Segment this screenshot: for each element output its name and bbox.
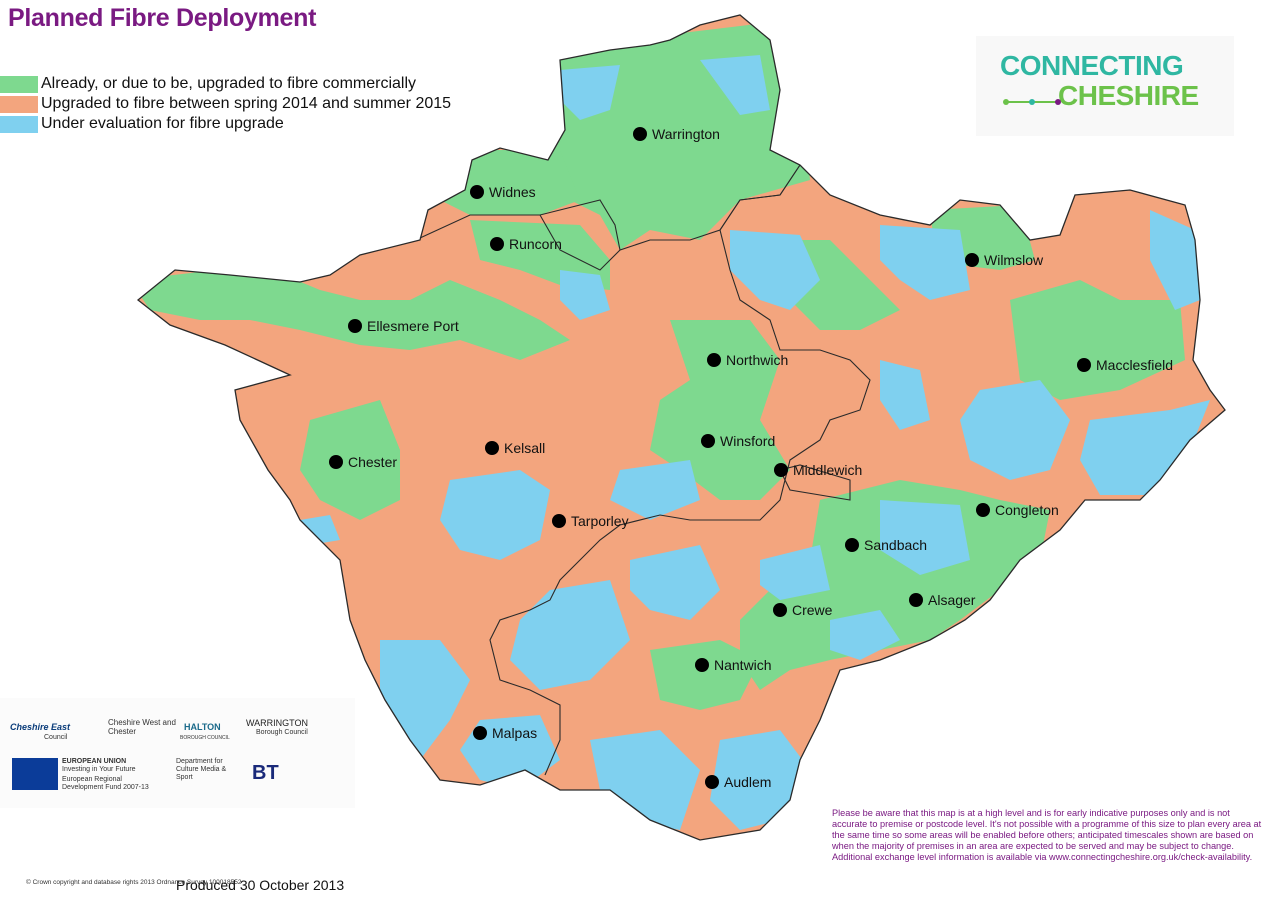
legend-item-evaluation: Under evaluation for fibre upgrade <box>0 114 451 134</box>
legend-label: Already, or due to be, upgraded to fibre… <box>41 75 417 92</box>
town-label: Winsford <box>720 433 775 449</box>
town-dot-icon[interactable] <box>705 775 719 789</box>
cheshire-west-logo: Cheshire West and Chester <box>108 718 176 736</box>
connecting-cheshire-logo: CONNECTING CHESHIRE <box>976 36 1234 136</box>
town-marker[interactable]: Wilmslow <box>965 252 1044 268</box>
borough-boundaries <box>419 164 871 776</box>
logo-line1: CONNECTING <box>1000 50 1184 81</box>
logo-network-icon <box>1003 99 1061 105</box>
town-dot-icon[interactable] <box>845 538 859 552</box>
coverage-blue <box>300 55 1210 830</box>
town-label: Northwich <box>726 352 788 368</box>
town-marker[interactable]: Northwich <box>707 352 788 368</box>
town-label: Sandbach <box>864 537 927 553</box>
town-dot-icon[interactable] <box>1077 358 1091 372</box>
cheshire-east-sub: Council <box>44 734 68 741</box>
legend-item-commercial: Already, or due to be, upgraded to fibre… <box>0 74 451 94</box>
town-dot-icon[interactable] <box>695 658 709 672</box>
town-dot-icon[interactable] <box>470 185 484 199</box>
town-marker[interactable]: Macclesfield <box>1077 357 1173 373</box>
town-dot-icon[interactable] <box>329 455 343 469</box>
town-marker[interactable]: Alsager <box>909 592 976 608</box>
town-dot-icon[interactable] <box>633 127 647 141</box>
logo-line2: CHESHIRE <box>1058 80 1199 111</box>
town-dot-icon[interactable] <box>774 463 788 477</box>
town-label: Malpas <box>492 725 537 741</box>
town-dot-icon[interactable] <box>701 434 715 448</box>
town-label: Nantwich <box>714 657 772 673</box>
legend-swatch-blue <box>0 115 38 133</box>
dcms-logo: Department for Culture Media & Sport <box>176 758 227 781</box>
town-dot-icon[interactable] <box>485 441 499 455</box>
town-markers[interactable]: Warrington Widnes Runcorn Wilmslow Ellesmere… <box>329 126 1173 790</box>
legend-swatch-green <box>0 75 38 93</box>
disclaimer-text: Please be aware that this map is at a hi… <box>832 808 1262 862</box>
town-marker[interactable]: Widnes <box>470 184 536 200</box>
eu-flag-icon <box>12 758 58 790</box>
town-dot-icon[interactable] <box>707 353 721 367</box>
eu-title: EUROPEAN UNION <box>62 758 127 765</box>
town-marker[interactable]: Warrington <box>633 126 720 142</box>
town-label: Macclesfield <box>1096 357 1173 373</box>
town-label: Alsager <box>928 592 976 608</box>
legend-item-2014-2015: Upgraded to fibre between spring 2014 an… <box>0 94 451 114</box>
warrington-sub: Borough Council <box>256 729 308 736</box>
cheshire-east-logo: Cheshire East <box>10 722 71 732</box>
town-label: Wilmslow <box>984 252 1044 268</box>
town-marker[interactable]: Nantwich <box>695 657 772 673</box>
town-marker[interactable]: Winsford <box>701 433 775 449</box>
produced-date: Produced 30 October 2013 <box>176 877 345 893</box>
erdf-text: European Regional Development Fund 2007-… <box>62 776 149 791</box>
map-title: Planned Fibre Deployment <box>8 4 317 32</box>
town-dot-icon[interactable] <box>473 726 487 740</box>
town-marker[interactable]: Tarporley <box>552 513 629 529</box>
legend: Already, or due to be, upgraded to fibre… <box>0 74 451 134</box>
copyright-text: © Crown copyright and database rights 20… <box>26 879 242 886</box>
town-marker[interactable]: Kelsall <box>485 440 545 456</box>
town-label: Widnes <box>489 184 536 200</box>
legend-label: Upgraded to fibre between spring 2014 an… <box>41 95 452 112</box>
eu-sub: Investing in Your Future <box>62 766 136 773</box>
town-label: Tarporley <box>571 513 629 529</box>
town-marker[interactable]: Middlewich <box>774 462 862 478</box>
town-label: Congleton <box>995 502 1059 518</box>
town-dot-icon[interactable] <box>773 603 787 617</box>
town-marker[interactable]: Audlem <box>705 774 771 790</box>
partner-logos: Cheshire East Council Cheshire West and … <box>0 698 355 808</box>
town-label: Crewe <box>792 602 833 618</box>
town-label: Runcorn <box>509 236 562 252</box>
town-marker[interactable]: Runcorn <box>490 236 562 252</box>
town-marker[interactable]: Ellesmere Port <box>348 318 459 334</box>
town-marker[interactable]: Crewe <box>773 602 833 618</box>
legend-label: Under evaluation for fibre upgrade <box>41 115 284 132</box>
town-dot-icon[interactable] <box>490 237 504 251</box>
town-label: Chester <box>348 454 397 470</box>
legend-swatch-orange <box>0 95 38 113</box>
town-label: Warrington <box>652 126 720 142</box>
town-dot-icon[interactable] <box>976 503 990 517</box>
town-label: Ellesmere Port <box>367 318 459 334</box>
town-label: Kelsall <box>504 440 545 456</box>
town-label: Middlewich <box>793 462 862 478</box>
town-dot-icon[interactable] <box>552 514 566 528</box>
town-label: Audlem <box>724 774 771 790</box>
town-marker[interactable]: Chester <box>329 454 397 470</box>
town-dot-icon[interactable] <box>348 319 362 333</box>
halton-sub: BOROUGH COUNCIL <box>180 735 230 741</box>
town-dot-icon[interactable] <box>909 593 923 607</box>
bt-logo: BT <box>252 762 279 784</box>
town-marker[interactable]: Sandbach <box>845 537 927 553</box>
town-marker[interactable]: Malpas <box>473 725 537 741</box>
town-dot-icon[interactable] <box>965 253 979 267</box>
halton-logo: HALTON <box>184 722 221 732</box>
town-marker[interactable]: Congleton <box>976 502 1059 518</box>
warrington-logo: WARRINGTON <box>246 718 308 728</box>
